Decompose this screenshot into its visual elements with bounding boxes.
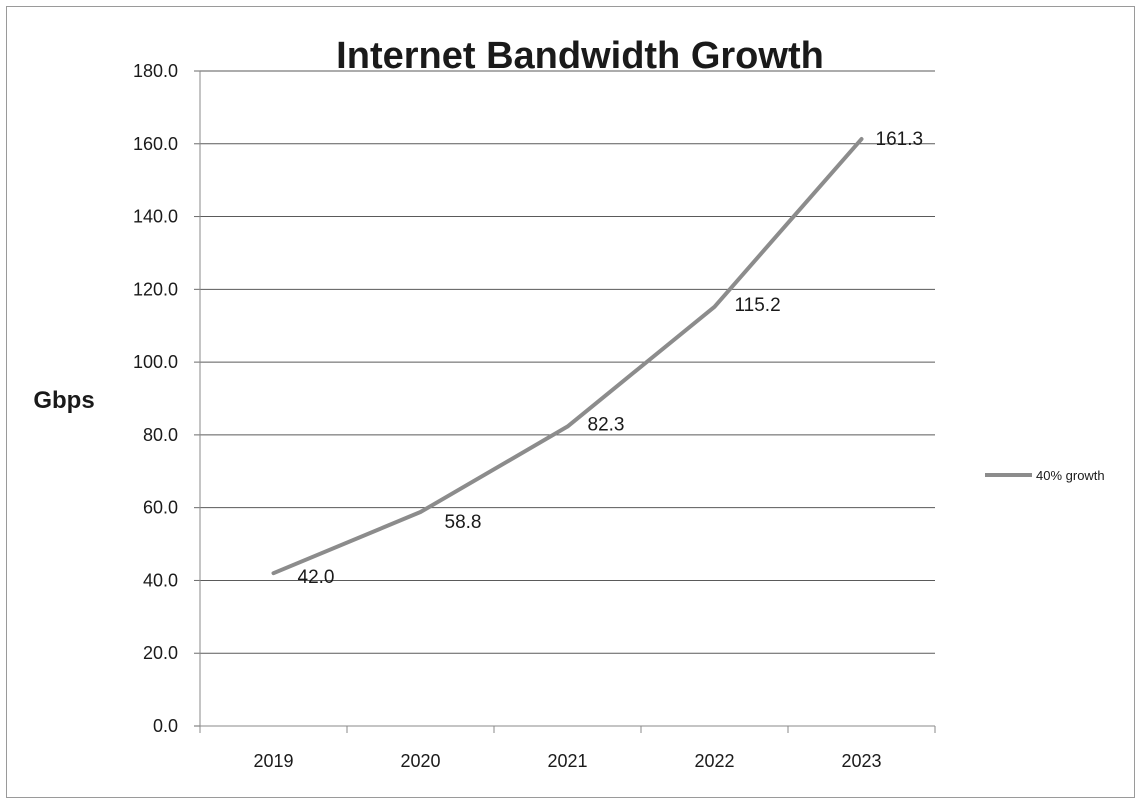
y-tick-label: 80.0	[143, 425, 178, 445]
axes	[194, 70, 936, 733]
y-tick-label: 100.0	[133, 352, 178, 372]
y-tick-label: 120.0	[133, 279, 178, 299]
chart-title: Internet Bandwidth Growth	[336, 35, 824, 77]
data-label: 58.8	[445, 512, 482, 533]
legend: 40% growth	[985, 468, 1105, 483]
y-tick-label: 40.0	[143, 570, 178, 590]
y-tick-label: 60.0	[143, 498, 178, 518]
y-axis-label: Gbps	[33, 387, 94, 414]
data-label: 82.3	[588, 415, 625, 436]
data-label: 115.2	[735, 295, 781, 316]
chart-frame	[6, 6, 1135, 798]
y-tick-label: 160.0	[133, 134, 178, 154]
x-tick-label: 2020	[400, 751, 440, 771]
x-tick-label: 2021	[547, 751, 587, 771]
legend-label: 40% growth	[1036, 468, 1105, 483]
data-label: 161.3	[876, 129, 924, 150]
data-labels: 42.0 58.8 82.3 115.2 161.3	[298, 129, 924, 588]
y-tick-label: 140.0	[133, 207, 178, 227]
x-tick-label: 2023	[841, 751, 881, 771]
x-tick-labels: 2019 2020 2021 2022 2023	[253, 751, 881, 771]
x-tick-label: 2022	[694, 751, 734, 771]
series-group	[271, 137, 864, 576]
y-tick-labels: 0.0 20.0 40.0 60.0 80.0 100.0 120.0 140.0 160.0 1…	[133, 61, 178, 736]
data-label: 42.0	[298, 567, 335, 588]
y-tick-label: 180.0	[133, 61, 178, 81]
y-tick-label: 20.0	[143, 643, 178, 663]
x-tick-label: 2019	[253, 751, 293, 771]
y-tick-label: 0.0	[153, 716, 178, 736]
series-line	[271, 137, 864, 576]
gridlines	[200, 70, 935, 654]
